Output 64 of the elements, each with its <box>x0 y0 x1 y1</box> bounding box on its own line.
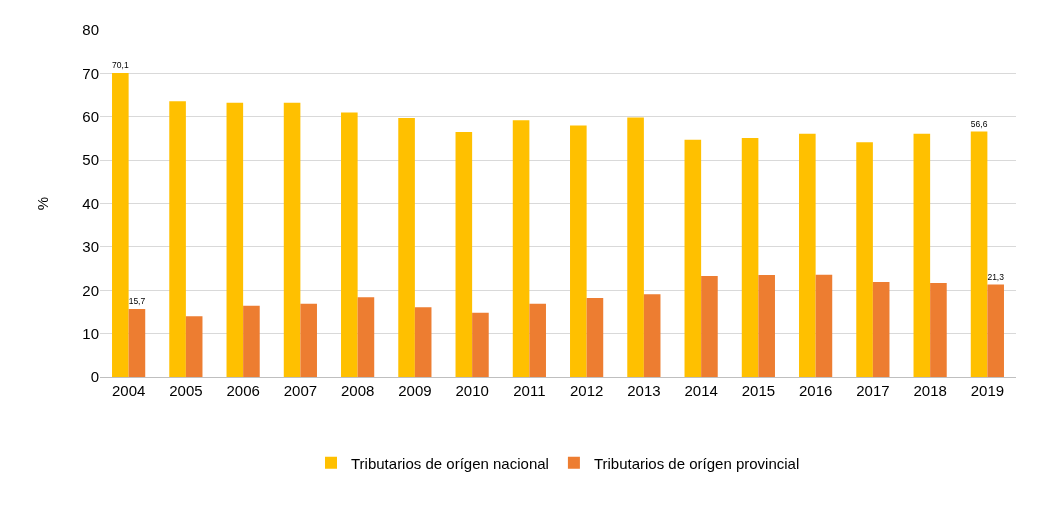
bar <box>930 282 947 377</box>
y-tick-label: 40 <box>82 194 99 212</box>
bar <box>112 72 129 377</box>
x-tick-label: 2010 <box>455 382 489 399</box>
y-tick-label: 20 <box>82 281 99 299</box>
data-label: 70,1 <box>112 60 129 71</box>
y-tick-label: 80 <box>82 21 99 39</box>
x-tick-label: 2017 <box>856 382 890 399</box>
bar <box>684 139 702 377</box>
bar <box>357 297 375 377</box>
x-tick-label: 2019 <box>970 382 1005 399</box>
bar <box>529 303 546 377</box>
bar <box>243 305 260 377</box>
bar <box>758 275 775 377</box>
bar <box>913 133 931 377</box>
data-label: 56,6 <box>970 118 988 129</box>
bar <box>970 131 988 377</box>
x-tick-label: 2004 <box>111 382 146 399</box>
legend-label: Tributarios de orígen nacional <box>351 454 549 472</box>
x-tick-label: 2013 <box>627 382 661 399</box>
bar <box>799 133 816 377</box>
bar <box>987 284 1004 377</box>
data-label: 15,7 <box>128 296 146 307</box>
bar <box>512 120 530 377</box>
bar <box>398 118 415 377</box>
bar <box>872 282 890 377</box>
legend-label: Tributarios de orígen provincial <box>593 454 800 472</box>
bar <box>414 307 432 377</box>
x-tick-label: 2006 <box>226 382 260 399</box>
x-tick-label: 2016 <box>798 382 833 399</box>
y-axis-title: % <box>33 196 51 211</box>
bar <box>169 101 186 377</box>
y-tick-label: 30 <box>82 238 99 256</box>
y-tick-label: 50 <box>82 151 99 169</box>
bar <box>128 308 146 377</box>
x-tick-label: 2018 <box>913 382 947 399</box>
x-tick-label: 2007 <box>283 382 318 399</box>
y-tick-label: 10 <box>82 324 99 342</box>
bar <box>643 294 661 377</box>
bar <box>472 312 489 377</box>
y-tick-label: 0 <box>90 368 99 386</box>
bar <box>627 117 644 377</box>
bar <box>570 125 587 377</box>
x-tick-label: 2009 <box>398 382 432 399</box>
bar <box>300 303 317 377</box>
bar <box>341 112 358 377</box>
x-tick-label: 2014 <box>684 382 718 399</box>
x-tick-label: 2015 <box>741 382 776 399</box>
data-label: 21,3 <box>987 271 1005 282</box>
bar <box>283 102 301 377</box>
x-tick-label: 2008 <box>340 382 375 399</box>
bar <box>586 298 604 377</box>
x-tick-label: 2012 <box>569 382 604 399</box>
bar <box>226 102 244 377</box>
y-tick-label: 60 <box>82 108 99 125</box>
bar <box>741 138 759 377</box>
bar <box>856 142 873 377</box>
x-tick-label: 2011 <box>513 382 546 399</box>
x-tick-label: 2005 <box>169 382 203 399</box>
bar <box>701 275 718 377</box>
bar <box>815 274 833 377</box>
y-tick-label: 70 <box>82 64 99 82</box>
bar <box>185 316 203 377</box>
bar <box>455 131 473 377</box>
